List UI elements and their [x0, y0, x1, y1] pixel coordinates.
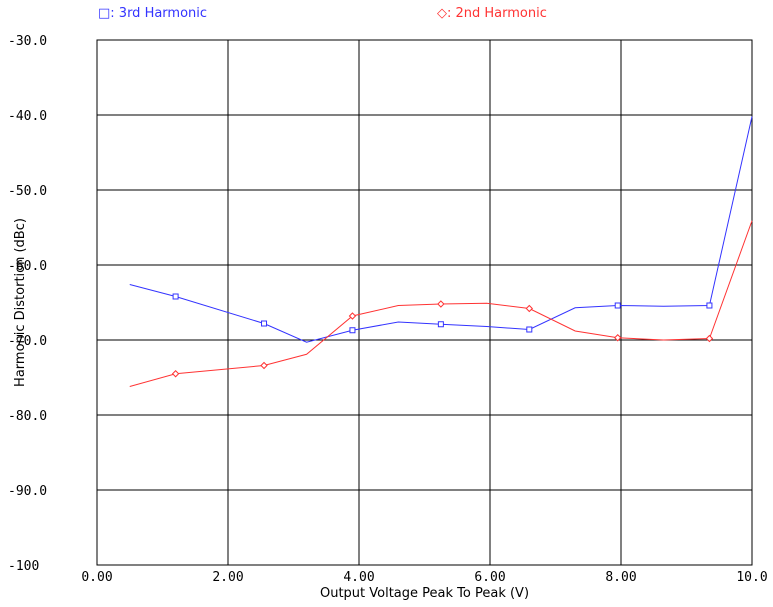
y-tick-label: -60.0 — [8, 259, 47, 274]
data-point-diamond — [705, 334, 714, 343]
y-tick-label: -100 — [8, 559, 39, 574]
data-point-diamond — [171, 370, 180, 378]
y-tick-label: -80.0 — [8, 409, 47, 424]
data-point-square — [706, 302, 713, 309]
data-point-square — [349, 327, 356, 334]
data-point-square — [261, 320, 268, 327]
data-point-square — [437, 321, 444, 328]
grid-lines — [97, 40, 752, 565]
x-tick-label: 4.00 — [343, 570, 374, 585]
y-tick-label: -50.0 — [8, 184, 47, 199]
data-point-diamond — [348, 312, 357, 320]
y-axis-label: Harmonic Distortion (dBc) — [13, 218, 28, 387]
data-point-square — [172, 293, 179, 300]
y-tick-label: -90.0 — [8, 484, 47, 499]
series-3rd-harmonic — [129, 116, 753, 343]
series-layer — [129, 116, 753, 387]
y-tick-label: -70.0 — [8, 334, 47, 349]
x-tick-label: 2.00 — [212, 570, 243, 585]
data-point-diamond — [437, 300, 445, 308]
y-tick-labels: -30.0 -40.0 -50.0 -60.0 -70.0 -80.0 -90.0 -100 — [8, 34, 47, 574]
data-point-diamond — [614, 334, 622, 342]
y-tick-label: -30.0 — [8, 34, 47, 49]
x-tick-label: 0.00 — [81, 570, 112, 585]
legend-2nd-harmonic: ◇: 2nd Harmonic — [437, 6, 547, 21]
data-point-square — [526, 326, 533, 333]
x-tick-label: 8.00 — [605, 570, 636, 585]
data-point-diamond — [260, 361, 268, 370]
plot-frame — [96, 39, 753, 566]
series-2nd-harmonic — [129, 220, 753, 387]
x-tick-label: 10.0 — [736, 570, 767, 585]
x-axis-label: Output Voltage Peak To Peak (V) — [320, 586, 529, 601]
series-line — [129, 220, 753, 387]
data-point-diamond — [525, 304, 534, 313]
data-point-square — [614, 302, 621, 309]
x-tick-label: 6.00 — [474, 570, 505, 585]
y-tick-label: -40.0 — [8, 109, 47, 124]
x-tick-labels: 0.00 2.00 4.00 6.00 8.00 10.0 — [81, 570, 767, 585]
series-line — [129, 116, 753, 343]
legend-3rd-harmonic: □: 3rd Harmonic — [98, 6, 207, 21]
